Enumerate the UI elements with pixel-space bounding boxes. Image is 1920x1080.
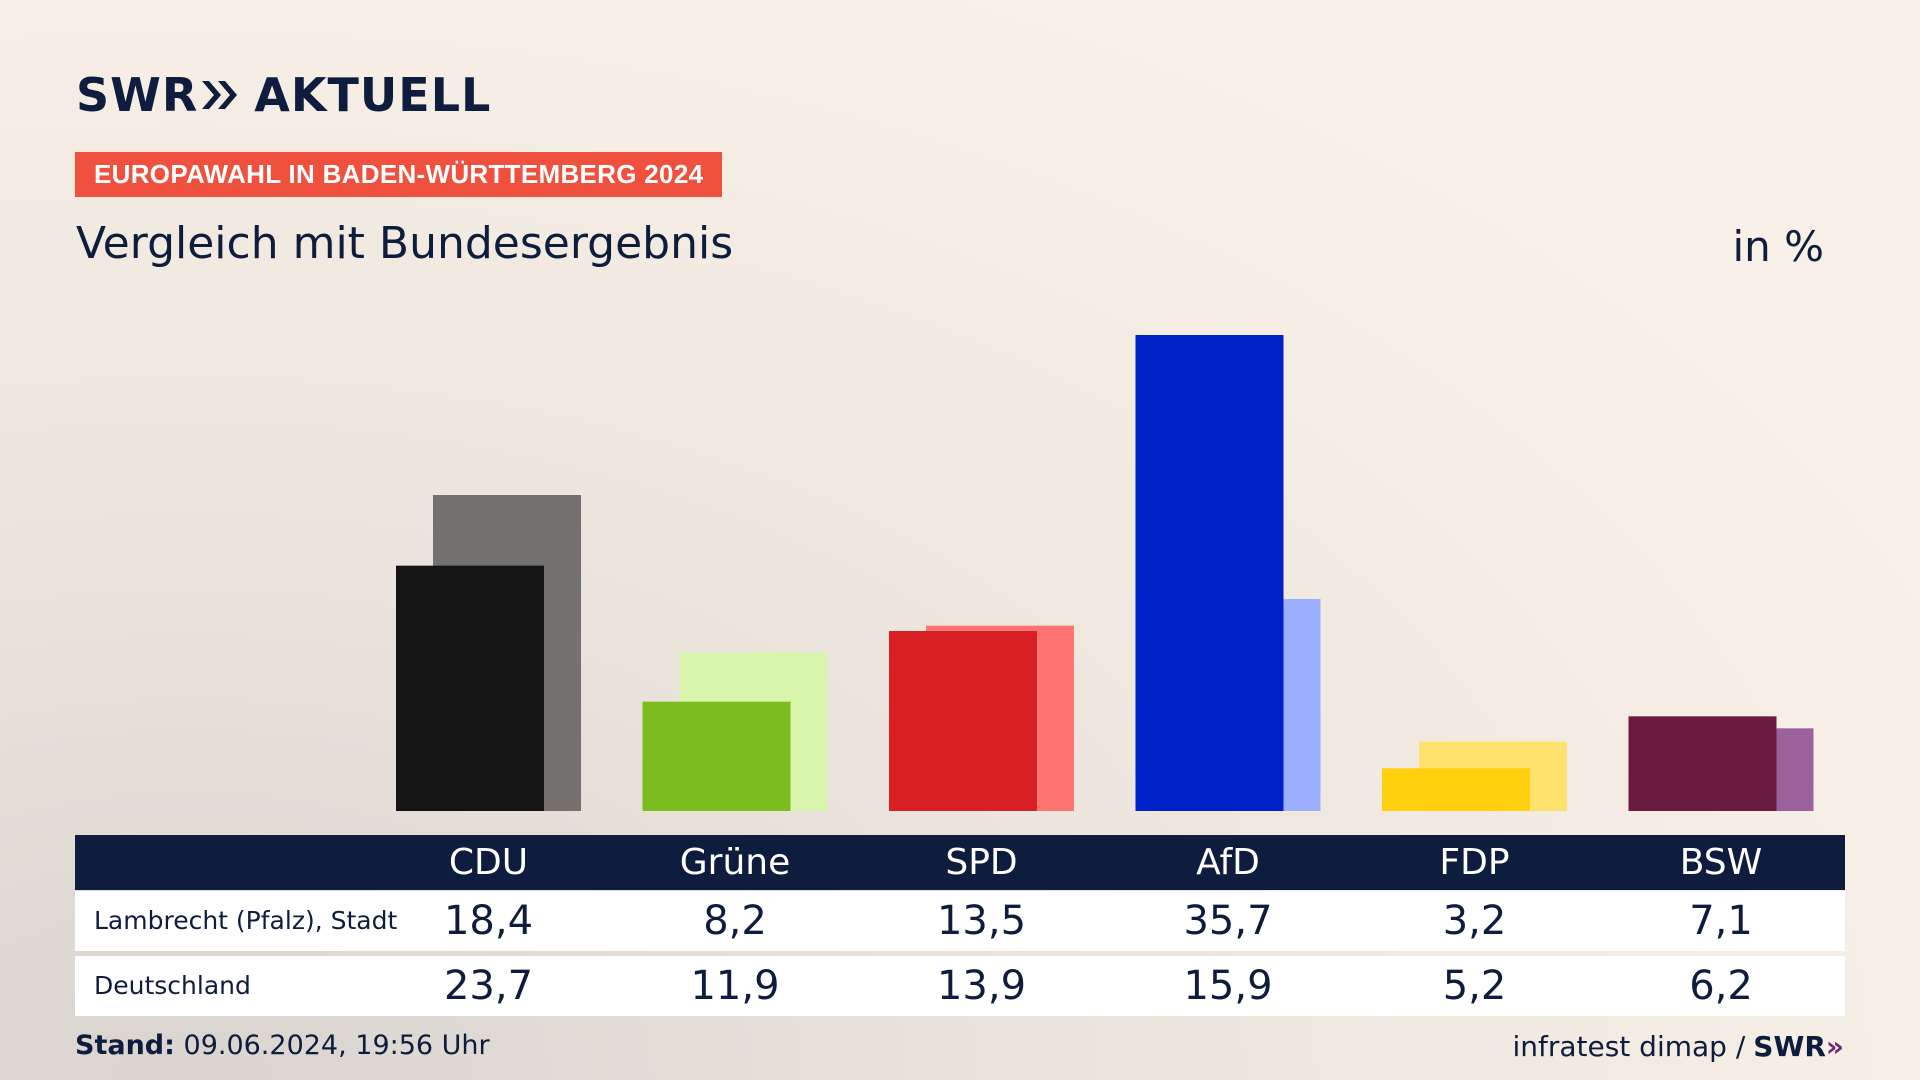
value-local-spd: 13,5 (936, 898, 1027, 944)
value-national-cdu: 23,7 (443, 963, 534, 1009)
bar-national-bsw (1665, 728, 1814, 811)
bar-national-cdu (433, 495, 581, 811)
row-label-local: Lambrecht (Pfalz), Stadt (94, 906, 398, 935)
unit-label: in % (1732, 222, 1824, 271)
column-header-afd: AfD (1196, 842, 1260, 883)
bar-local-gruene (642, 701, 791, 811)
bar-local-bsw (1628, 716, 1777, 811)
bar-local-afd (1135, 335, 1284, 811)
value-national-fdp: 5,2 (1442, 963, 1507, 1009)
bar-local-cdu (396, 565, 544, 811)
value-national-bsw: 6,2 (1689, 963, 1753, 1009)
value-local-fdp: 3,2 (1442, 898, 1507, 944)
column-header-cdu: CDU (448, 842, 529, 883)
column-header-fdp: FDP (1439, 842, 1510, 883)
chart-title: Vergleich mit Bundesergebnis (76, 218, 734, 269)
table-row-local: Lambrecht (Pfalz), Stadt 18,4 8,2 13,5 35,7… (75, 891, 1845, 951)
stand-value: 09.06.2024, 19:56 Uhr (183, 1030, 490, 1061)
swr-aktuell-logo: SWR AKTUELL (76, 68, 491, 122)
bar-local-spd (889, 631, 1037, 811)
timestamp: Stand: 09.06.2024, 19:56 Uhr (75, 1030, 490, 1061)
brand-chevron-icon: » (1825, 1030, 1844, 1063)
bar-national-afd (1172, 599, 1321, 811)
value-local-cdu: 18,4 (443, 898, 534, 944)
source-credit: infratest dimap / SWR » (1512, 1030, 1844, 1063)
election-kicker: EUROPAWAHL IN BADEN-WÜRTTEMBERG 2024 (75, 152, 723, 197)
source-brand: SWR (1753, 1030, 1826, 1063)
value-national-spd: 13,9 (936, 963, 1027, 1009)
column-header-gruene: Grüne (679, 842, 791, 883)
bar-national-spd (926, 625, 1074, 811)
logo-aktuell: AKTUELL (254, 68, 492, 122)
column-header-spd: SPD (945, 842, 1018, 883)
bar-national-gruene (679, 652, 828, 811)
row-label-national: Deutschland (94, 971, 251, 1000)
value-national-afd: 15,9 (1183, 963, 1273, 1009)
value-local-bsw: 7,1 (1689, 898, 1753, 944)
column-header-bsw: BSW (1679, 842, 1763, 883)
logo-chevron-icon (202, 81, 238, 109)
source-text: infratest dimap / (1512, 1030, 1746, 1063)
bar-local-fdp (1382, 768, 1530, 811)
logo-swr: SWR (76, 68, 199, 122)
value-local-afd: 35,7 (1183, 898, 1273, 944)
stand-label: Stand: (75, 1030, 175, 1061)
value-national-gruene: 11,9 (690, 963, 780, 1009)
bar-national-fdp (1419, 741, 1567, 811)
results-table: CDU Grüne SPD AfD FDP BSW Lambrecht (Pfalz), … (75, 835, 1845, 1016)
table-header: CDU Grüne SPD AfD FDP BSW (75, 835, 1845, 890)
value-local-gruene: 8,2 (703, 898, 767, 944)
table-row-national: Deutschland 23,7 11,9 13,9 15,9 5,2 6,2 (75, 956, 1845, 1016)
